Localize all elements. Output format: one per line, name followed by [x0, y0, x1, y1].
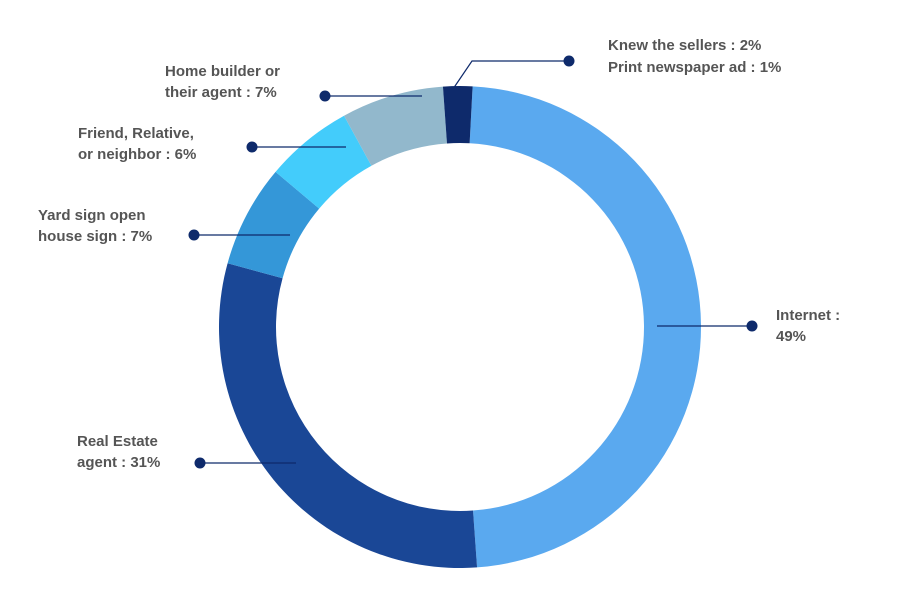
slice-label-line: Home builder or — [165, 63, 280, 80]
donut-slice-misc — [442, 85, 473, 144]
leader-dot-yard-sign-open — [188, 229, 200, 241]
slice-label-combined: Knew the sellers : 2% Print newspaper ad … — [608, 37, 781, 76]
slice-label-line: Yard sign open — [38, 207, 146, 224]
leader-dot-home-builder-or — [319, 90, 331, 102]
slice-label-line: 49% — [776, 328, 806, 345]
slice-label-line: Internet : — [776, 307, 840, 324]
slice-label-line: Knew the sellers : 2% — [608, 37, 761, 54]
leader-dot-friend-relative — [246, 141, 258, 153]
donut-slice-real-estate — [218, 263, 478, 569]
slice-label-real-estate: Real Estate agent : 31% — [77, 433, 160, 471]
leader-line-combined — [452, 60, 569, 90]
leader-dot-real-estate — [194, 457, 206, 469]
slice-label-line: their agent : 7% — [165, 84, 277, 101]
slice-label-line: or neighbor : 6% — [78, 146, 196, 163]
donut-slice-yard-sign-open — [227, 171, 320, 279]
slice-label-line: house sign : 7% — [38, 228, 152, 245]
slice-label-line: Print newspaper ad : 1% — [608, 59, 781, 76]
slice-label-line: Real Estate — [77, 433, 158, 450]
slice-label-line: Friend, Relative, — [78, 125, 194, 142]
leader-dot-combined — [563, 55, 575, 67]
leader-dot-internet — [746, 320, 758, 332]
slice-label-home-builder-or: Home builder or their agent : 7% — [165, 63, 280, 101]
slice-label-yard-sign-open: Yard sign open house sign : 7% — [38, 207, 152, 245]
slice-label-internet: Internet : 49% — [776, 307, 840, 345]
donut-slice-friend-relative — [275, 115, 372, 209]
slice-label-line: agent : 31% — [77, 454, 160, 471]
donut-slice-home-builder-or — [344, 86, 447, 166]
slice-label-friend-relative: Friend, Relative, or neighbor : 6% — [78, 125, 196, 163]
donut-slice-internet — [469, 86, 702, 568]
